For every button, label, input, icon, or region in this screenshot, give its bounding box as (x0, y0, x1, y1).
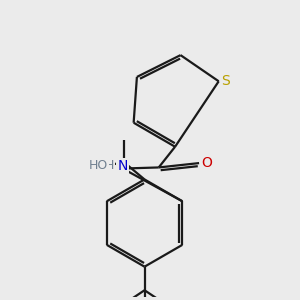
Text: S: S (221, 74, 230, 88)
Text: N: N (118, 159, 128, 173)
Text: HO: HO (88, 159, 108, 172)
Text: H: H (105, 159, 114, 172)
Text: O: O (201, 156, 212, 170)
